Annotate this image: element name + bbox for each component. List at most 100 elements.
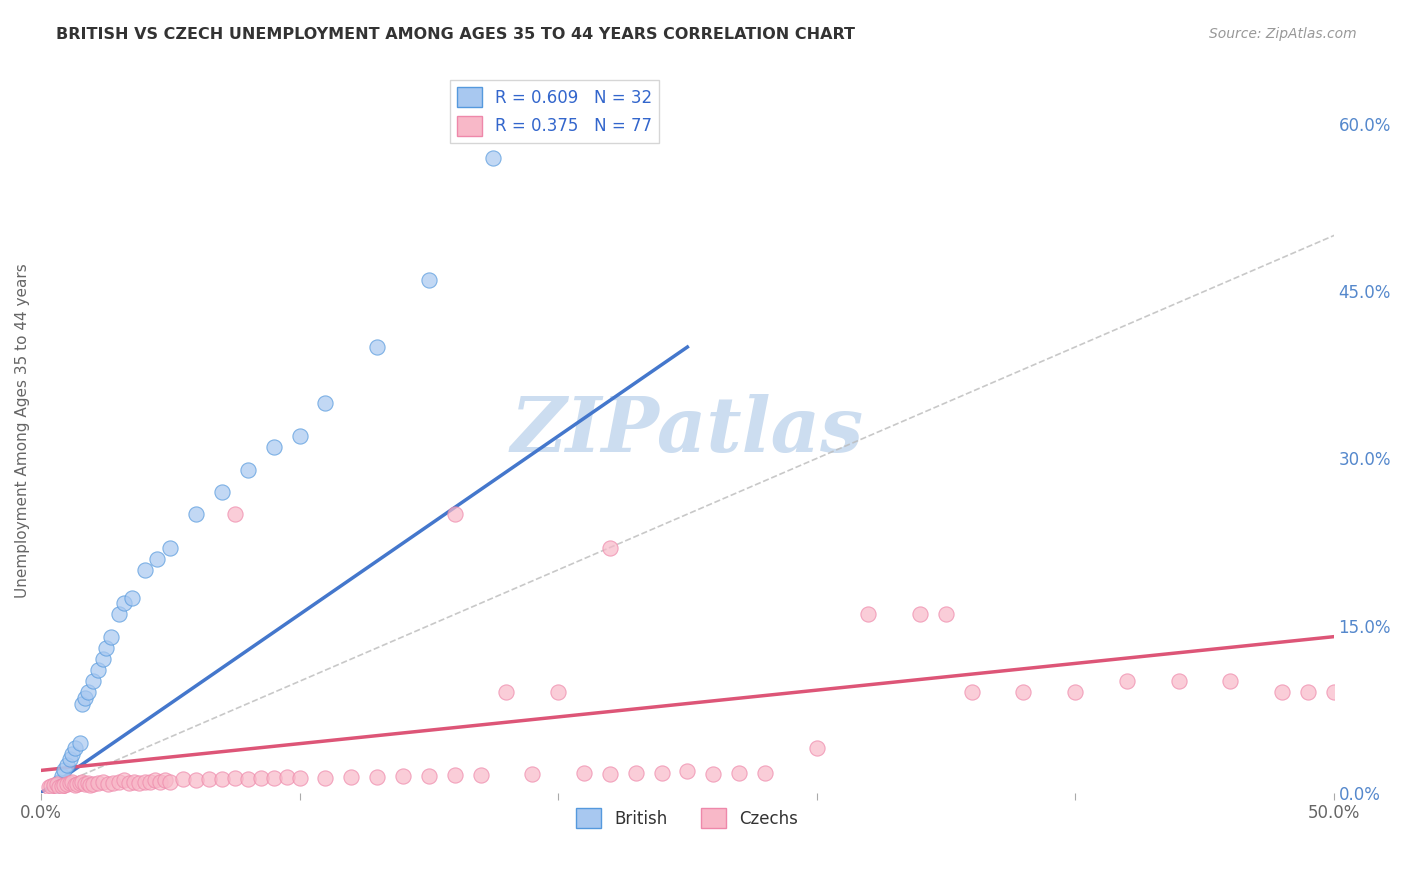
- Point: [547, 685, 569, 699]
- Point: [87, 775, 110, 789]
- Point: [1167, 674, 1189, 689]
- Point: [806, 741, 828, 756]
- Point: [112, 773, 135, 788]
- Point: [599, 766, 621, 780]
- Point: [58, 775, 80, 789]
- Legend: British, Czechs: British, Czechs: [569, 801, 806, 835]
- Point: [82, 777, 104, 791]
- Point: [58, 752, 80, 766]
- Point: [97, 777, 120, 791]
- Point: [250, 771, 273, 785]
- Point: [149, 774, 172, 789]
- Point: [69, 735, 91, 749]
- Point: [1296, 685, 1319, 699]
- Point: [51, 779, 73, 793]
- Point: [172, 772, 194, 787]
- Text: Source: ZipAtlas.com: Source: ZipAtlas.com: [1209, 27, 1357, 41]
- Point: [754, 765, 776, 780]
- Point: [418, 769, 440, 783]
- Point: [198, 772, 221, 787]
- Point: [572, 765, 595, 780]
- Point: [1115, 674, 1137, 689]
- Point: [76, 685, 98, 699]
- Point: [60, 747, 83, 761]
- Point: [392, 769, 415, 783]
- Point: [118, 775, 141, 789]
- Point: [236, 462, 259, 476]
- Point: [1323, 685, 1346, 699]
- Point: [960, 685, 983, 699]
- Y-axis label: Unemployment Among Ages 35 to 44 years: Unemployment Among Ages 35 to 44 years: [15, 263, 30, 598]
- Point: [107, 774, 129, 789]
- Point: [56, 777, 79, 791]
- Point: [624, 765, 647, 780]
- Point: [935, 607, 957, 622]
- Point: [100, 630, 122, 644]
- Point: [128, 775, 150, 789]
- Point: [908, 607, 931, 622]
- Point: [91, 774, 114, 789]
- Point: [366, 340, 388, 354]
- Point: [143, 773, 166, 788]
- Point: [53, 778, 76, 792]
- Point: [651, 765, 673, 780]
- Point: [676, 764, 699, 779]
- Point: [91, 652, 114, 666]
- Point: [122, 774, 145, 789]
- Point: [48, 774, 70, 789]
- Point: [41, 779, 63, 793]
- Point: [72, 774, 94, 789]
- Point: [858, 607, 880, 622]
- Point: [42, 778, 65, 792]
- Point: [63, 778, 86, 792]
- Point: [1064, 685, 1087, 699]
- Point: [211, 484, 233, 499]
- Point: [146, 551, 169, 566]
- Point: [76, 775, 98, 789]
- Text: ZIPatlas: ZIPatlas: [510, 393, 863, 467]
- Point: [366, 770, 388, 784]
- Point: [418, 273, 440, 287]
- Point: [1012, 685, 1035, 699]
- Point: [134, 563, 156, 577]
- Point: [112, 596, 135, 610]
- Point: [60, 774, 83, 789]
- Point: [51, 769, 73, 783]
- Point: [314, 771, 336, 785]
- Point: [73, 777, 96, 791]
- Point: [211, 772, 233, 787]
- Point: [38, 780, 60, 794]
- Point: [53, 764, 76, 778]
- Point: [288, 429, 311, 443]
- Point: [42, 780, 65, 794]
- Point: [599, 541, 621, 555]
- Point: [482, 151, 505, 165]
- Point: [45, 777, 67, 791]
- Point: [66, 777, 89, 791]
- Point: [73, 690, 96, 705]
- Point: [340, 770, 363, 784]
- Point: [314, 395, 336, 409]
- Point: [48, 780, 70, 794]
- Point: [443, 507, 465, 521]
- Point: [138, 774, 160, 789]
- Point: [87, 663, 110, 677]
- Point: [224, 771, 246, 785]
- Point: [263, 440, 285, 454]
- Point: [159, 774, 181, 789]
- Point: [107, 607, 129, 622]
- Point: [728, 765, 751, 780]
- Point: [159, 541, 181, 555]
- Point: [276, 770, 298, 784]
- Point: [186, 773, 208, 788]
- Point: [236, 772, 259, 787]
- Point: [263, 771, 285, 785]
- Point: [1219, 674, 1241, 689]
- Point: [443, 768, 465, 782]
- Point: [186, 507, 208, 521]
- Point: [72, 697, 94, 711]
- Point: [82, 674, 104, 689]
- Point: [153, 773, 176, 788]
- Point: [94, 640, 117, 655]
- Point: [56, 757, 79, 772]
